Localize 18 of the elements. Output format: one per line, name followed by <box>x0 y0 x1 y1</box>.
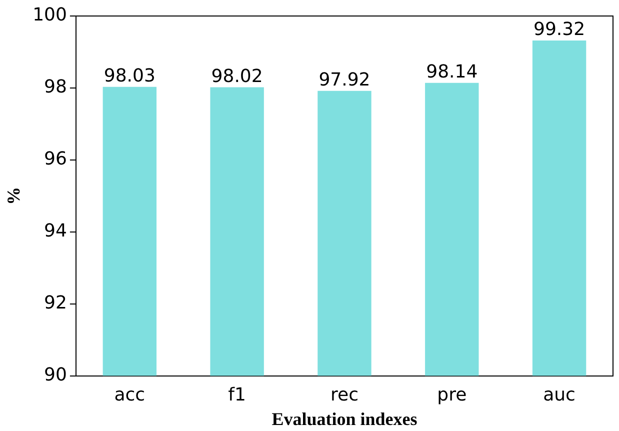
data-label: 98.03 <box>104 66 156 87</box>
y-tick-label: 90 <box>44 364 67 386</box>
x-tick-label: f1 <box>228 384 246 406</box>
y-tick-label: 98 <box>44 76 67 98</box>
y-tick-label: 100 <box>32 4 67 26</box>
x-tick-label: pre <box>437 384 467 406</box>
x-tick-label: auc <box>543 384 576 406</box>
data-label: 98.14 <box>426 62 478 83</box>
y-tick-label: 96 <box>44 148 67 170</box>
x-tick-label: acc <box>114 384 146 406</box>
y-tick-label: 94 <box>44 220 67 242</box>
y-axis-title: % <box>3 186 24 205</box>
data-label: 97.92 <box>318 70 370 91</box>
y-tick-label: 92 <box>44 292 67 314</box>
x-axis-title: Evaluation indexes <box>272 408 418 429</box>
data-label: 98.02 <box>211 66 263 87</box>
x-tick-label: rec <box>330 384 358 406</box>
data-label: 99.32 <box>534 19 586 40</box>
